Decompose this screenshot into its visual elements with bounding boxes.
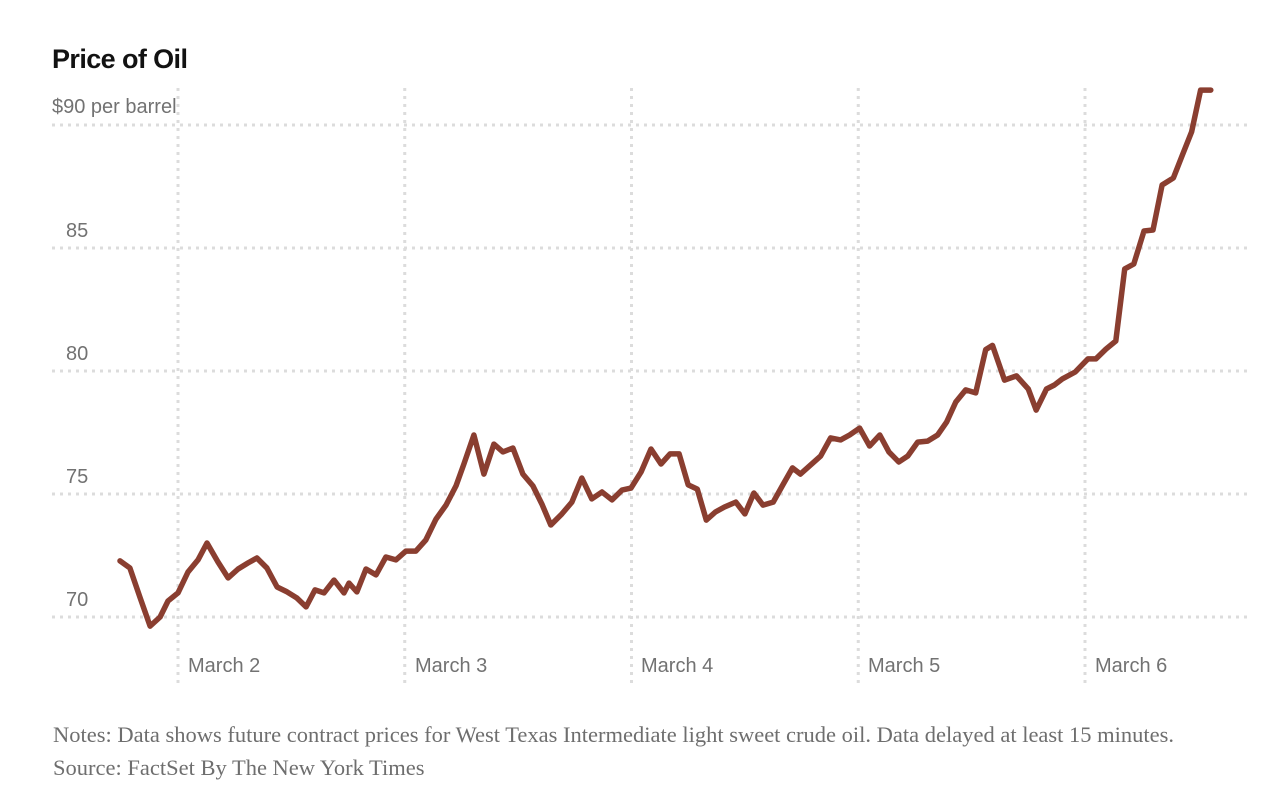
x-tick-label-march-2: March 2 [188, 655, 261, 677]
y-axis-unit-label: $90 per barrel [52, 96, 177, 118]
y-tick-label-75: 75 [66, 466, 89, 488]
x-tick-label-march-5: March 5 [868, 655, 941, 677]
chart-notes: Notes: Data shows future contract prices… [53, 722, 1175, 780]
price-line [117, 87, 1214, 629]
y-tick-label-70: 70 [66, 589, 89, 611]
vertical-gridlines [176, 88, 1087, 686]
x-tick-label-march-6: March 6 [1095, 655, 1168, 677]
y-tick-label-80: 80 [66, 343, 89, 365]
chart-title: Price of Oil [52, 44, 188, 74]
horizontal-gridlines [52, 123, 1248, 619]
x-tick-label-march-4: March 4 [641, 655, 714, 677]
x-tick-label-march-3: March 3 [415, 655, 488, 677]
y-tick-label-85: 85 [66, 220, 89, 242]
